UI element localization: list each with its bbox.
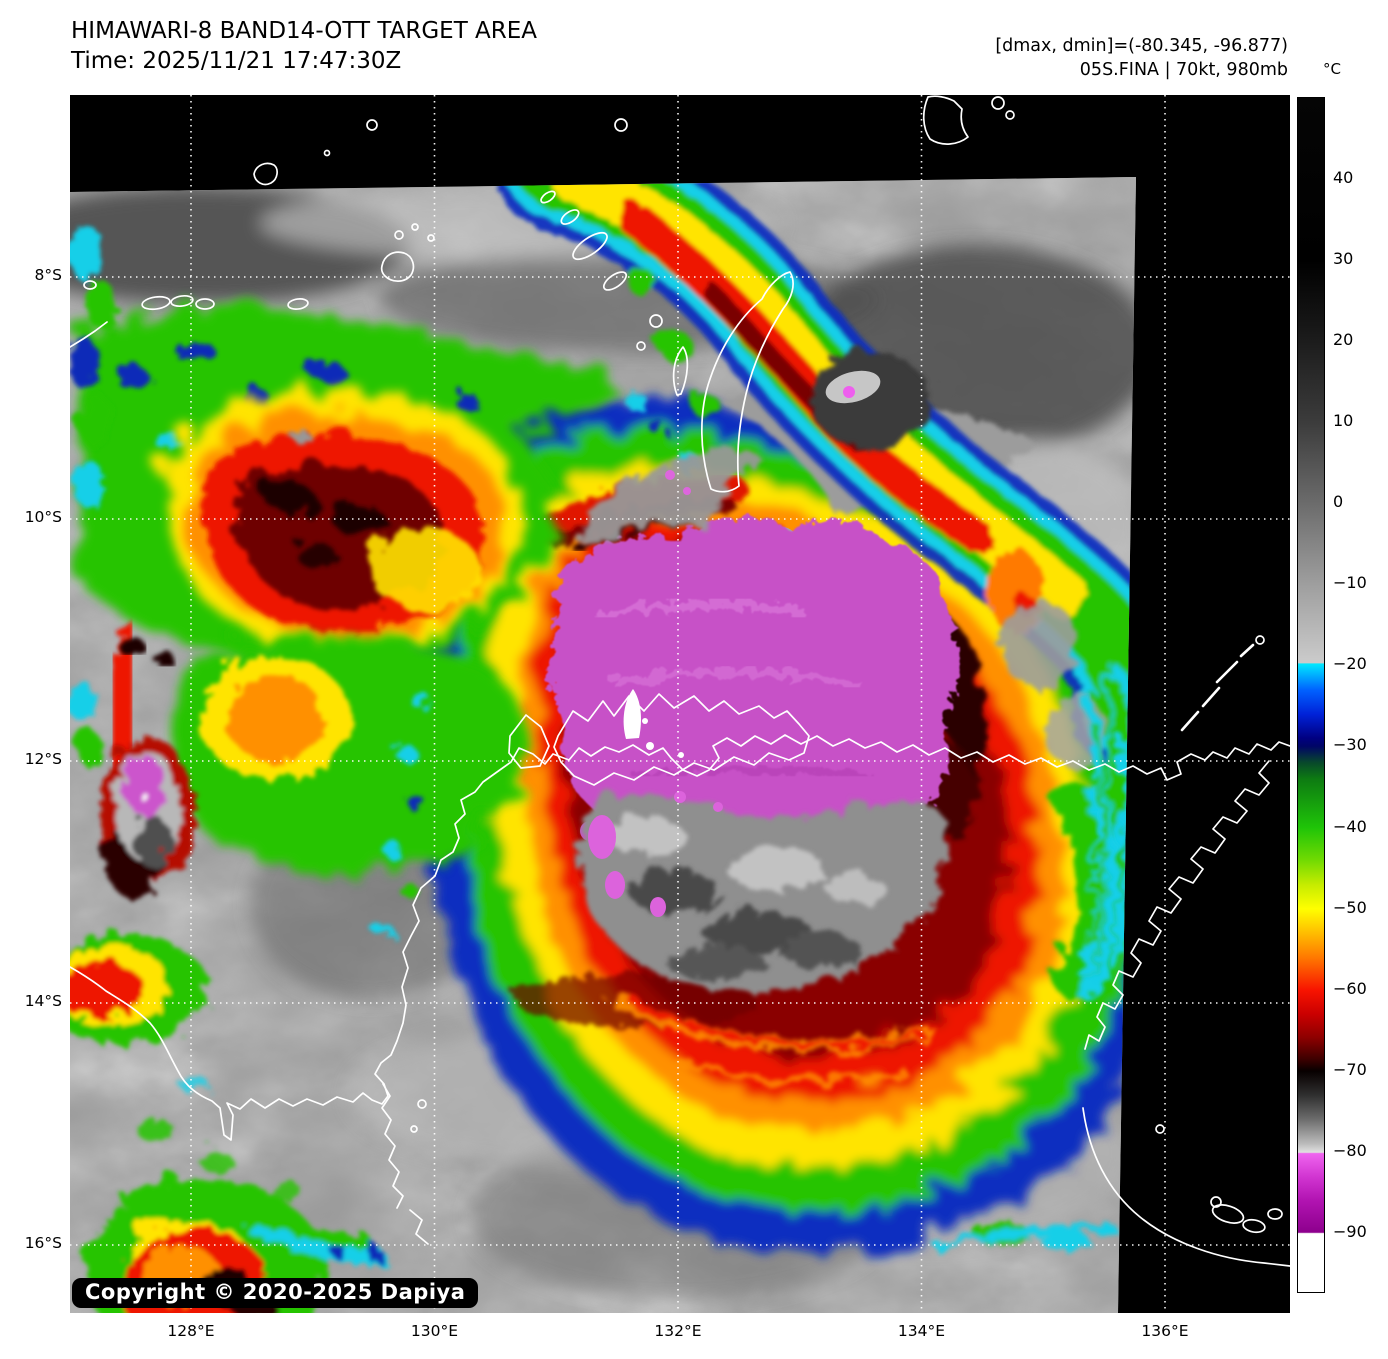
product-title-block: HIMAWARI-8 BAND14-OTT TARGET AREA Time: 2… [71, 16, 537, 76]
colorbar-tick-20: 20 [1333, 330, 1354, 350]
coastline-bathurst-island [508, 714, 550, 769]
coastline-top-right-islands [922, 95, 969, 145]
colorbar-tick--30: −30 [1333, 735, 1367, 755]
coastline-gulf-smooth [1082, 1107, 1290, 1267]
northeast-band-warm-spot [805, 347, 925, 443]
lon-axis-label-2: 132°E [654, 1322, 702, 1340]
colorbar-tick--20: −20 [1333, 654, 1367, 674]
timestamp: Time: 2025/11/21 17:47:30Z [71, 48, 402, 74]
colorbar-tick--60: −60 [1333, 978, 1367, 998]
coastline-gulf-west [1084, 760, 1270, 1050]
colorbar-tick--70: −70 [1333, 1059, 1367, 1079]
coastlines [70, 95, 1290, 1267]
satellite-map: Copyright © 2020-2025 Dapiya [70, 95, 1290, 1313]
storm-stats-block: [dmax, dmin]=(-80.345, -96.877) 05S.FINA … [995, 34, 1288, 82]
colorbar-tick-40: 40 [1333, 168, 1354, 188]
coastline-round-island [380, 251, 415, 282]
data-swath [70, 177, 1136, 1313]
west-pink-cell [94, 731, 190, 893]
colorbar-unit-label: °C [1323, 60, 1341, 78]
coastline-kimberley-detail [381, 1083, 429, 1245]
lon-axis-label-0: 128°E [167, 1322, 215, 1340]
colorbar-tick--10: −10 [1333, 573, 1367, 593]
lat-axis-label-0: 8°S [34, 266, 62, 284]
colorbar-tick-30: 30 [1333, 249, 1354, 269]
coastline-melville-island [553, 693, 810, 786]
cyclone-cdo-core [547, 514, 955, 860]
dry-slot [575, 789, 943, 987]
colorbar-tick-0: 0 [1333, 492, 1344, 512]
lat-axis-label-4: 16°S [24, 1234, 62, 1252]
product-title: HIMAWARI-8 BAND14-OTT TARGET AREA [71, 18, 538, 44]
colorbar [1297, 97, 1325, 1293]
storm-id-intensity: 05S.FINA | 70kt, 980mb [1079, 60, 1288, 80]
lat-axis-label-2: 12°S [24, 750, 62, 768]
colorbar-tick--90: −90 [1333, 1221, 1367, 1241]
lon-axis-label-1: 130°E [410, 1322, 459, 1340]
colorbar-tick--40: −40 [1333, 816, 1367, 836]
coastline-tanimbar [700, 271, 794, 493]
satellite-image [70, 95, 1290, 1313]
colorbar-tick--80: −80 [1333, 1140, 1367, 1160]
coastline-wessel-islands [1180, 643, 1255, 732]
coastline-mainland [70, 734, 1290, 1141]
dmax-dmin-stats: [dmax, dmin]=(-80.345, -96.877) [995, 36, 1288, 56]
copyright-badge: Copyright © 2020-2025 Dapiya [72, 1278, 479, 1308]
lat-axis-label-1: 10°S [24, 508, 62, 526]
coastline-timor-tip [70, 321, 108, 348]
lon-axis-label-4: 136°E [1141, 1322, 1189, 1340]
lat-axis-label-3: 14°S [24, 992, 62, 1010]
west-green-field [158, 523, 520, 867]
warm-tongue-nw [570, 445, 760, 540]
colorbar-tick-10: 10 [1333, 411, 1354, 431]
graticule [70, 95, 1290, 1313]
colorbar-tick--50: −50 [1333, 897, 1367, 917]
lon-axis-label-3: 134°E [897, 1322, 946, 1340]
